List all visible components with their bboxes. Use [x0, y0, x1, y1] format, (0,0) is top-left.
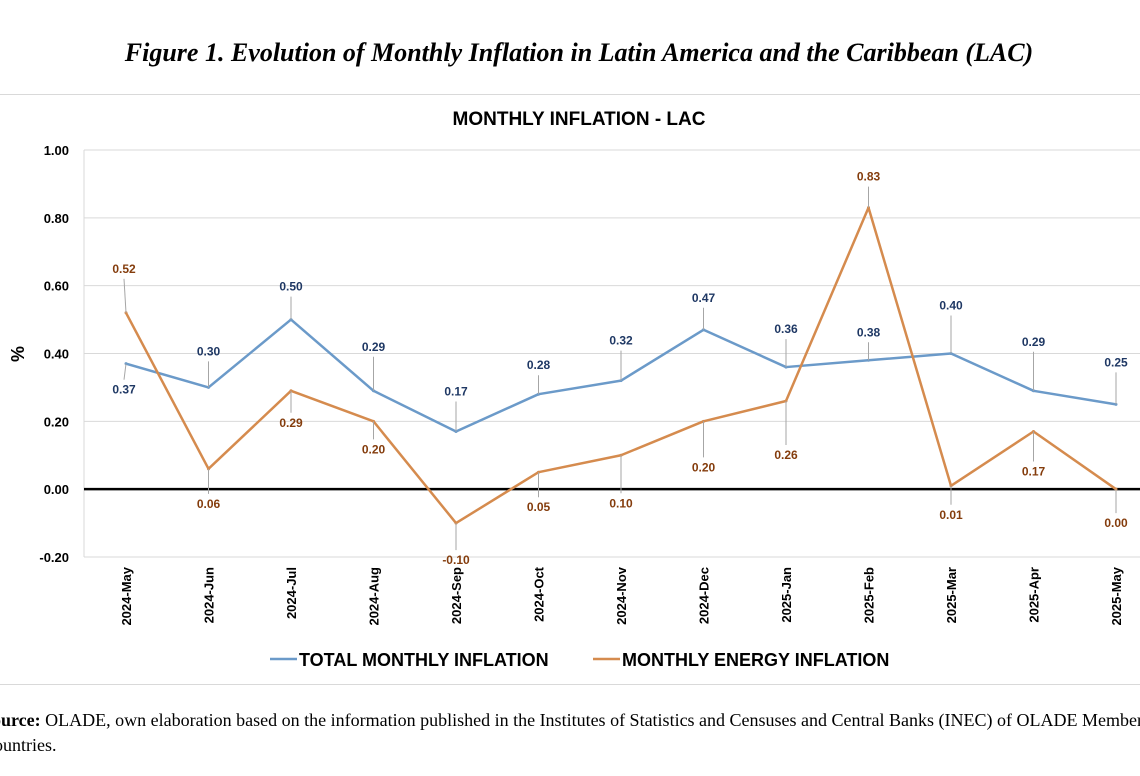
legend-label-total: TOTAL MONTHLY INFLATION [299, 650, 549, 670]
total-inflation-data-label: 0.29 [1022, 335, 1046, 349]
leader-line [123, 363, 127, 380]
x-tick-label: 2025-May [1109, 566, 1124, 625]
axes: 1.00 0.80 0.60 0.40 0.20 0.00 -0.20 2024-May 202… [39, 143, 1140, 626]
energy-inflation-data-label: 0.26 [774, 448, 798, 462]
bottom-divider [0, 684, 1140, 685]
source-label: Source: [0, 710, 41, 730]
total-inflation-data-label: 0.50 [279, 280, 303, 294]
y-tick-label: 1.00 [44, 143, 69, 158]
energy-inflation-data-label: 0.00 [1104, 516, 1128, 530]
top-divider [0, 94, 1140, 95]
energy-inflation-data-label: 0.10 [609, 496, 633, 510]
total-inflation-data-label: 0.47 [692, 291, 716, 305]
x-tick-label: 2024-Sep [449, 567, 464, 624]
total-inflation-data-label: 0.40 [939, 299, 963, 313]
energy-inflation-data-label: 0.29 [279, 416, 303, 430]
energy-inflation-data-label: 0.52 [112, 262, 136, 276]
energy-inflation-data-label: 0.17 [1022, 465, 1046, 479]
energy-inflation-data-label: -0.10 [442, 553, 470, 567]
energy-inflation-data-label: 0.83 [857, 170, 881, 184]
x-tick-label: 2025-Feb [862, 567, 877, 623]
x-tick-label: 2025-Apr [1027, 567, 1042, 623]
leader-line [123, 278, 127, 313]
y-tick-label: 0.20 [44, 414, 69, 429]
x-tick-label: 2025-Jan [779, 567, 794, 623]
x-tick-label: 2024-Aug [367, 567, 382, 626]
y-axis-label: % [8, 346, 28, 362]
source-note: Source: OLADE, own elaboration based on … [0, 708, 1140, 758]
x-tick-label: 2024-Jul [284, 567, 299, 619]
source-text: OLADE, own elaboration based on the info… [0, 710, 1140, 755]
inflation-line-chart: MONTHLY INFLATION - LAC % 1.00 0.80 0.60 0.… [8, 109, 1140, 670]
figure-title: Figure 1. Evolution of Monthly Inflation… [124, 38, 1034, 67]
total-inflation-data-label: 0.30 [197, 344, 221, 358]
chart-title: MONTHLY INFLATION - LAC [453, 109, 706, 130]
legend: TOTAL MONTHLY INFLATION MONTHLY ENERGY IN… [270, 650, 889, 670]
y-tick-label: 0.40 [44, 347, 69, 362]
legend-label-energy: MONTHLY ENERGY INFLATION [622, 650, 889, 670]
energy-inflation-data-label: 0.05 [527, 500, 551, 514]
energy-inflation-data-label: 0.20 [692, 460, 716, 474]
x-tick-label: 2024-Oct [532, 566, 547, 622]
x-tick-label: 2024-May [119, 566, 134, 625]
x-tick-label: 2024-Nov [614, 566, 629, 625]
y-tick-label: -0.20 [39, 550, 69, 565]
total-inflation-data-label: 0.38 [857, 325, 881, 339]
total-inflation-data-label: 0.29 [362, 340, 386, 354]
total-inflation-data-label: 0.25 [1104, 355, 1128, 369]
total-inflation-data-label: 0.28 [527, 358, 551, 372]
total-inflation-data-label: 0.37 [112, 383, 136, 397]
y-tick-label: 0.80 [44, 211, 69, 226]
total-inflation-data-label: 0.17 [444, 385, 468, 399]
y-tick-label: 0.00 [44, 482, 69, 497]
energy-inflation-data-label: 0.06 [197, 497, 221, 511]
x-tick-label: 2025-Mar [944, 567, 959, 623]
data-labels: 0.37 0.30 0.50 0.29 0.17 0.28 0.32 0.47 0.36 0.38… [112, 170, 1128, 567]
total-inflation-data-label: 0.32 [609, 334, 633, 348]
x-tick-label: 2024-Jun [202, 567, 217, 623]
total-inflation-data-label: 0.36 [774, 322, 798, 336]
y-tick-label: 0.60 [44, 279, 69, 294]
energy-inflation-data-label: 0.20 [362, 442, 386, 456]
x-tick-label: 2024-Dec [697, 567, 712, 624]
gridlines [84, 149, 1140, 558]
energy-inflation-data-label: 0.01 [939, 508, 963, 522]
